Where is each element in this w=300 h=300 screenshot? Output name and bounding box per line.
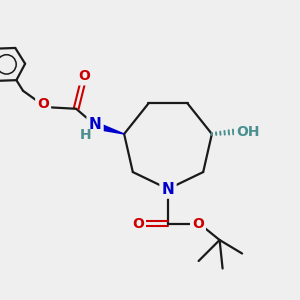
Text: O: O <box>192 217 204 230</box>
Text: H: H <box>80 128 92 142</box>
Text: O: O <box>37 97 49 111</box>
Polygon shape <box>101 125 124 134</box>
Text: N: N <box>89 118 101 133</box>
Text: OH: OH <box>236 124 260 139</box>
Text: O: O <box>132 217 144 230</box>
Text: N: N <box>162 182 174 196</box>
Text: O: O <box>78 69 90 83</box>
